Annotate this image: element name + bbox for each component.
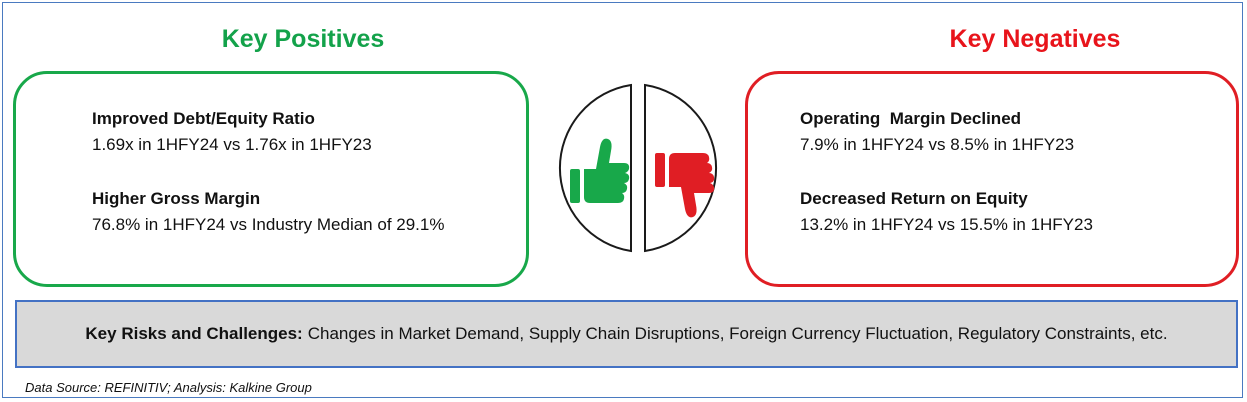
positive-item-detail: 76.8% in 1HFY24 vs Industry Median of 29…	[92, 215, 445, 234]
negative-item: Operating Margin Declined 7.9% in 1HFY24…	[800, 108, 1074, 156]
risks-banner: Key Risks and Challenges: Changes in Mar…	[15, 300, 1238, 368]
negatives-box: Operating Margin Declined 7.9% in 1HFY24…	[745, 71, 1239, 287]
negative-item-detail: 13.2% in 1HFY24 vs 15.5% in 1HFY23	[800, 215, 1093, 234]
positive-item-title: Improved Debt/Equity Ratio	[92, 109, 315, 128]
thumbs-graphic	[538, 83, 738, 253]
data-source-note: Data Source: REFINITIV; Analysis: Kalkin…	[25, 380, 312, 395]
negative-item-detail: 7.9% in 1HFY24 vs 8.5% in 1HFY23	[800, 135, 1075, 154]
positive-item-detail: 1.69x in 1HFY24 vs 1.76x in 1HFY23	[92, 135, 372, 154]
positive-item-title: Higher Gross Margin	[92, 189, 261, 208]
risks-label: Key Risks and Challenges:	[85, 324, 303, 343]
risks-text: Changes in Market Demand, Supply Chain D…	[307, 324, 1168, 343]
negative-item: Decreased Return on Equity 13.2% in 1HFY…	[800, 188, 1093, 236]
thumbs-up-icon	[570, 138, 630, 203]
thumbs-down-icon	[655, 153, 715, 218]
positives-heading: Key Positives	[221, 25, 385, 53]
negative-item-title: Decreased Return on Equity	[800, 189, 1028, 208]
positive-item: Higher Gross Margin 76.8% in 1HFY24 vs I…	[92, 188, 444, 236]
positives-box: Improved Debt/Equity Ratio 1.69x in 1HFY…	[13, 71, 529, 287]
positive-item: Improved Debt/Equity Ratio 1.69x in 1HFY…	[92, 108, 372, 156]
negatives-heading: Key Negatives	[949, 25, 1121, 53]
negative-item-title: Operating Margin Declined	[800, 109, 1022, 128]
